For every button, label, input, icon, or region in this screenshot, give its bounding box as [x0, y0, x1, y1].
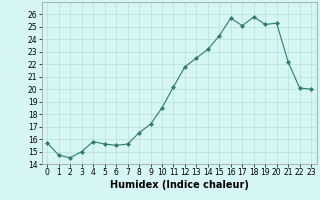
X-axis label: Humidex (Indice chaleur): Humidex (Indice chaleur) [110, 180, 249, 190]
